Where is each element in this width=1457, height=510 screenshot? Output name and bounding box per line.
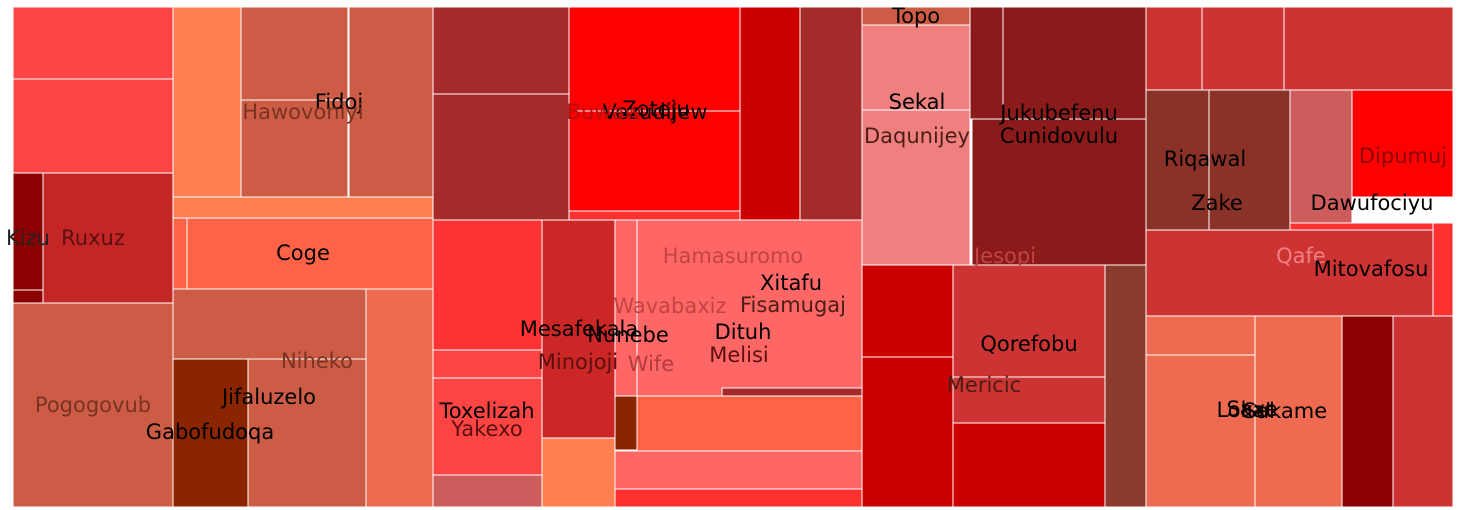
treemap-cell-label: Gabofudoqa <box>146 420 274 444</box>
treemap-cell-outline <box>569 7 740 111</box>
treemap-cell <box>636 219 863 397</box>
treemap-filler-cell <box>1283 6 1454 91</box>
treemap-cell-label: Dituh <box>715 320 772 344</box>
treemap-cell <box>12 172 44 304</box>
treemap-filler-cell <box>1145 315 1256 356</box>
treemap-cell-label: Jesopi <box>972 244 1036 268</box>
treemap-cell-label: Hawovoniyi <box>242 100 363 124</box>
treemap-filler-cell <box>614 488 863 508</box>
treemap-filler-cell <box>1341 315 1394 508</box>
treemap-cell-label: Jukubefenu <box>998 101 1118 125</box>
treemap-cell-label: Xitafu <box>760 271 822 295</box>
treemap-cell <box>172 217 434 290</box>
treemap-cell <box>12 78 174 174</box>
treemap-cell <box>568 110 741 216</box>
treemap-filler-cell <box>636 395 863 452</box>
treemap-filler-cell <box>739 6 801 221</box>
treemap-cell-label: Coge <box>276 241 330 265</box>
treemap-cell-label: Qorefobu <box>980 332 1077 356</box>
treemap-cell-label: Jifaluzelo <box>220 385 316 409</box>
treemap-filler-cell <box>172 196 434 219</box>
treemap-cell-label: Hamasuromo <box>663 244 804 268</box>
treemap-cell-label: Ruxuz <box>61 226 125 250</box>
treemap-cell <box>432 377 543 476</box>
treemap-filler-cell <box>568 210 741 221</box>
treemap-filler-cell <box>541 437 616 508</box>
treemap-cell <box>432 219 543 351</box>
treemap-filler-cell <box>1432 222 1454 317</box>
treemap-cell-label: Wife <box>628 352 674 376</box>
treemap-cell-label: Vezudijew <box>602 100 707 124</box>
treemap-cell-label: Yakexo <box>450 417 522 441</box>
treemap-cell-label: Nunebe <box>587 323 669 347</box>
treemap-cell-label: Dawufociyu <box>1311 191 1434 215</box>
treemap-cell <box>1254 315 1343 508</box>
treemap-cell <box>1351 89 1454 198</box>
treemap-cell <box>971 118 1147 266</box>
treemap-cell-label: Zake <box>1191 191 1243 215</box>
treemap-cell-label: Niheko <box>281 349 353 373</box>
treemap-cell-label: Mitovafosu <box>1314 257 1429 281</box>
treemap-cell-label: Riqawal <box>1164 147 1247 171</box>
treemap-filler-cell <box>1104 264 1147 508</box>
treemap-cell-label: Dipumuj <box>1359 144 1447 168</box>
treemap-filler-cell <box>172 217 188 290</box>
treemap-filler-cell <box>799 6 863 221</box>
treemap-cell <box>42 172 174 304</box>
treemap-cell-label: Buwaw <box>567 100 642 124</box>
treemap-cell-label: Qafe <box>1276 244 1326 268</box>
treemap-cell-label: Sekal <box>889 90 946 114</box>
treemap-cell <box>861 109 971 266</box>
treemap-cell-label: Lokat <box>1216 398 1273 422</box>
treemap-filler-cell <box>952 422 1106 508</box>
treemap-cell-label: Zoteju <box>622 97 690 121</box>
treemap-cell <box>172 357 249 508</box>
treemap-filler-cell <box>969 6 1004 120</box>
treemap-filler-cell <box>240 99 349 198</box>
treemap-cell-label: Mesafekala <box>520 317 639 341</box>
treemap-cell-label: Daqunijey <box>864 124 970 148</box>
treemap-cell-label: Saxe <box>1227 397 1278 421</box>
treemap-filler-cell <box>861 264 954 358</box>
treemap-cell-label: Minojoji <box>538 350 618 374</box>
treemap-filler-cell <box>348 6 434 198</box>
treemap-cell <box>172 288 367 360</box>
treemap-cell-label: Topo <box>891 4 940 28</box>
treemap-cell-label: Pogogovub <box>35 393 151 417</box>
treemap-cell-label: Toxelizah <box>438 399 534 423</box>
treemap-cell <box>12 6 174 80</box>
treemap-cell-label: Mericic <box>947 373 1021 397</box>
treemap-cell <box>1208 89 1291 231</box>
treemap-cell <box>172 6 242 219</box>
treemap-filler-cell <box>1201 6 1285 91</box>
treemap-filler-cell <box>432 93 570 221</box>
treemap-filler-cell <box>12 289 44 304</box>
treemap-cell-label: Sakame <box>1243 399 1327 423</box>
treemap-cell-outline <box>1146 355 1255 507</box>
treemap-cell <box>1145 229 1454 317</box>
treemap-cell <box>1289 89 1353 224</box>
treemap-cell-label: Cunidovulu <box>1000 124 1118 148</box>
treemap-filler-cell <box>861 356 954 508</box>
treemap-cell <box>541 219 616 439</box>
treemap-filler-cell <box>1392 315 1454 508</box>
treemap-cell-label: Fisamugaj <box>740 293 846 317</box>
treemap-filler-cell <box>614 450 863 490</box>
treemap-cell <box>568 6 741 112</box>
treemap-cell-label: Wavabaxiz <box>613 294 726 318</box>
treemap-filler-cell <box>432 349 543 379</box>
treemap-filler-cell <box>1145 6 1203 91</box>
treemap-cell-outline <box>569 111 740 215</box>
treemap-cell-label: Melisi <box>709 343 768 367</box>
treemap-cell-label: Kizu <box>6 226 50 250</box>
treemap-cell-label: Fidoj <box>315 90 363 114</box>
treemap-cell <box>1002 6 1147 120</box>
treemap-filler-cell <box>432 474 543 508</box>
treemap-filler-cell <box>432 6 570 95</box>
treemap-filler-cell <box>365 288 434 508</box>
